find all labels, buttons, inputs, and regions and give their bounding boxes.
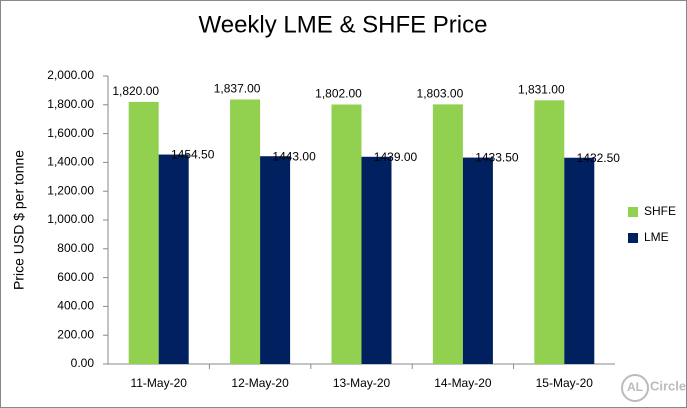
y-tick-label: 1,000.00 xyxy=(47,212,94,226)
y-tick-label: 1,200.00 xyxy=(47,183,94,197)
legend-swatch xyxy=(628,207,638,217)
bar xyxy=(432,104,463,365)
y-tick-label: 600.00 xyxy=(57,270,94,284)
value-label: 1454.50 xyxy=(171,148,215,162)
value-label: 1,831.00 xyxy=(518,83,565,97)
bar xyxy=(158,154,189,364)
legend-swatch xyxy=(628,233,638,243)
y-tick-label: 2,000.00 xyxy=(47,68,94,82)
value-label: 1,802.00 xyxy=(315,87,362,101)
logo-circle xyxy=(621,374,649,402)
value-label: 1433.50 xyxy=(475,151,519,165)
value-label: 1,837.00 xyxy=(214,82,261,96)
logo-text: Circle xyxy=(650,378,686,393)
value-label: 1432.50 xyxy=(577,151,621,165)
x-tick-label: 13-May-20 xyxy=(333,376,391,390)
bar xyxy=(128,101,159,365)
y-tick-label: 1,400.00 xyxy=(47,155,94,169)
bar xyxy=(462,157,493,364)
value-label: 1443.00 xyxy=(272,149,316,163)
value-label: 1,820.00 xyxy=(112,84,159,98)
value-label: 1,803.00 xyxy=(417,87,464,101)
chart-title: Weekly LME & SHFE Price xyxy=(199,11,488,38)
y-tick-label: 400.00 xyxy=(57,299,94,313)
y-tick-label: 1,800.00 xyxy=(47,97,94,111)
y-axis-label: Price USD $ per tonne xyxy=(11,150,27,290)
bar xyxy=(331,104,362,365)
bar xyxy=(534,100,565,364)
bar xyxy=(564,157,595,364)
bar xyxy=(260,156,291,364)
x-tick-label: 15-May-20 xyxy=(536,376,594,390)
x-tick-label: 11-May-20 xyxy=(130,376,187,390)
legend-label: LME xyxy=(644,230,669,244)
bar xyxy=(361,156,392,364)
y-tick-label: 200.00 xyxy=(57,327,94,341)
x-tick-label: 12-May-20 xyxy=(231,376,289,390)
x-tick-label: 14-May-20 xyxy=(434,376,492,390)
logo-mark: AL xyxy=(627,380,643,394)
value-label: 1439.00 xyxy=(374,150,418,164)
y-tick-label: 0.00 xyxy=(71,356,95,370)
y-tick-label: 1,600.00 xyxy=(47,126,94,140)
legend-label: SHFE xyxy=(644,204,676,218)
bar xyxy=(230,99,261,365)
y-tick-label: 800.00 xyxy=(57,241,94,255)
